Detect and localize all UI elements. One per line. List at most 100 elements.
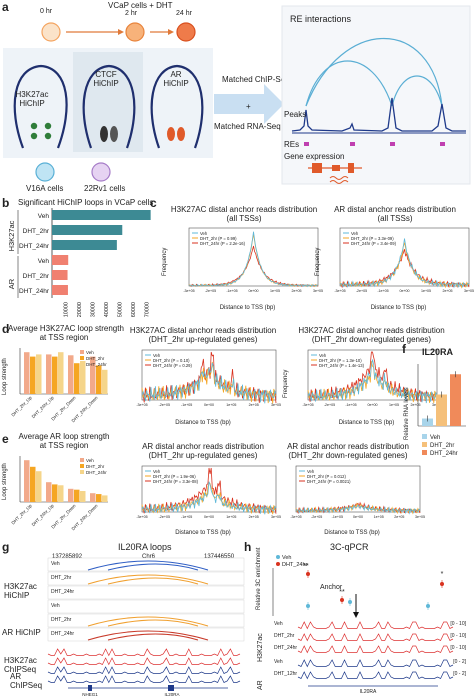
g-track-frame-1 (47, 571, 245, 586)
d-right-title-1: H3K27AC distal anchor reads distribution (298, 326, 445, 335)
g-track-label-2: DHT_24hr (51, 589, 74, 595)
xtick-3: 0e+00 (204, 515, 214, 519)
ar-mark-2 (177, 127, 185, 141)
legend-0: Veh (86, 458, 94, 463)
panel-label-g: g (2, 540, 10, 554)
xtick-0: -3e+05 (302, 403, 313, 407)
xtick-1: -2e+05 (356, 289, 367, 293)
g-arc-b-4 (107, 619, 199, 627)
xtick-1: -2e+05 (159, 515, 170, 519)
c-right-ylabel: Frequency (315, 247, 321, 276)
b-tick-5: 60000 (131, 302, 137, 317)
cat-0: DHT_2hr_Up (10, 395, 33, 418)
xtick-6: 3e+05 (464, 289, 474, 293)
big-arrow (214, 84, 284, 124)
series-0 (295, 504, 421, 515)
series-0 (141, 481, 277, 515)
xtick-2: -1e+05 (181, 403, 192, 407)
d-mid-title: H3K27AC distal anchor reads distribution… (118, 326, 288, 344)
g-track-label-1: DHT_2hr (51, 575, 72, 581)
loop-ar (150, 64, 204, 149)
h-star-3: * (441, 571, 444, 578)
bar-0-2 (36, 471, 42, 502)
f-bar-1 (436, 394, 447, 426)
xtick-1: -2e+05 (311, 515, 322, 519)
xtick-6: 3e+05 (271, 403, 281, 407)
panel-b-title: Significant HiChIP loops in VCaP cells (18, 198, 154, 207)
g-track-label-0: Veh (51, 561, 60, 567)
bar-1-0 (46, 354, 52, 394)
g-arc-b-5 (107, 633, 199, 641)
legend-0: Veh (351, 231, 359, 236)
b-tick-3: 40000 (104, 302, 110, 317)
legend-2: DHT_24hr (86, 470, 107, 475)
xtick-0: -3e+05 (334, 289, 345, 293)
legend-1: DHT_2hr (P = 1.3e-10) (319, 358, 362, 363)
xtick-1: -2e+05 (159, 403, 170, 407)
g-track-frame-2 (47, 585, 245, 600)
h-anchor-label: Anchor (320, 584, 343, 591)
legend-swatch-1 (80, 464, 84, 468)
g-track-frame-3 (47, 599, 245, 614)
b-bar-1 (52, 225, 123, 235)
g-group4-label: AR ChIPSeq (10, 672, 42, 690)
b-bar-4 (52, 270, 68, 280)
cat-0: DHT_2hr_Up (10, 503, 33, 526)
bar-1-1 (52, 356, 58, 394)
panel-label-a: a (2, 0, 9, 14)
g-chip-track-0 (47, 648, 241, 657)
g-arc-b-0 (107, 563, 199, 571)
e-right-title: AR distal anchor reads distribution (DHT… (278, 442, 418, 460)
arrow-head-1 (118, 29, 124, 35)
d-mid-xlabel: Distance to TSS (bp) (175, 420, 231, 426)
d-ylabel: Loop strength (2, 358, 8, 395)
legend-1: DHT_2hr (86, 356, 105, 361)
g-track-label-4: DHT_2hr (51, 617, 72, 623)
g-track-label-3: Veh (51, 603, 60, 609)
legend-swatch-0 (80, 458, 84, 462)
h-ylabel: Relative 3C enrichment (256, 547, 262, 610)
h-track-0 (297, 621, 454, 630)
e-right-title-1: AR distal anchor reads distribution (287, 442, 409, 451)
h-range-1: [0 - 10] (450, 633, 466, 639)
bar-0-0 (24, 460, 30, 502)
plot-frame (339, 227, 470, 287)
d-right-ylabel: Frequency (283, 369, 289, 398)
h-gene-label: IL20RA (360, 689, 377, 695)
legend-0: Veh (319, 353, 327, 358)
hichip1-line1: H3K27ac (15, 90, 49, 99)
xtick-4: 1e+05 (226, 515, 236, 519)
peaks-label: Peaks (284, 110, 307, 119)
c-right-title-1: AR distal anchor reads distribution (334, 205, 456, 214)
plot-frame (188, 227, 319, 287)
d-bar-chart: DHT_2hr_UpDHT_24hr_UpDHT_2hr_DownDHT_24h… (10, 348, 108, 423)
h-legend-swatch-0 (276, 555, 280, 559)
legend-2: DHT_24hr (P = 2.2e-16) (200, 241, 246, 246)
bar-3-0 (90, 356, 96, 394)
g-chrom: Chr6 (142, 554, 156, 560)
series-0 (188, 231, 319, 288)
panel-label-f: f (402, 342, 406, 356)
b-cat-1: DHT_2hr (23, 228, 50, 235)
hichip-schematic (3, 48, 213, 158)
re-box-4 (440, 142, 445, 146)
ar-mark-1 (167, 127, 175, 141)
f-bar-chart: Veh DHT_2hr DHT_24hr (417, 364, 466, 457)
bar-0-0 (24, 352, 30, 394)
c-right-title: AR distal anchor reads distribution (all… (316, 205, 474, 223)
panel-label-e: e (2, 432, 9, 446)
legend-1: DHT_2hr (P = 0.012) (307, 474, 347, 479)
h-range-2: [0 - 10] (450, 645, 466, 651)
ac-mark-3 (30, 132, 38, 140)
bar-3-2 (102, 495, 108, 502)
g-group1-line1: H3K27ac (4, 582, 37, 591)
legend-swatch-2 (80, 470, 84, 474)
bar-3-0 (90, 493, 96, 502)
g-chip-track-2 (47, 666, 241, 675)
g-gene-exon-1 (88, 685, 92, 691)
e-title: Average AR loop strength at TSS region (8, 432, 120, 450)
xtick-5: 2e+05 (442, 289, 452, 293)
g-gene-exon-2 (168, 685, 174, 691)
g-group1-line2: HiChIP (4, 591, 30, 600)
